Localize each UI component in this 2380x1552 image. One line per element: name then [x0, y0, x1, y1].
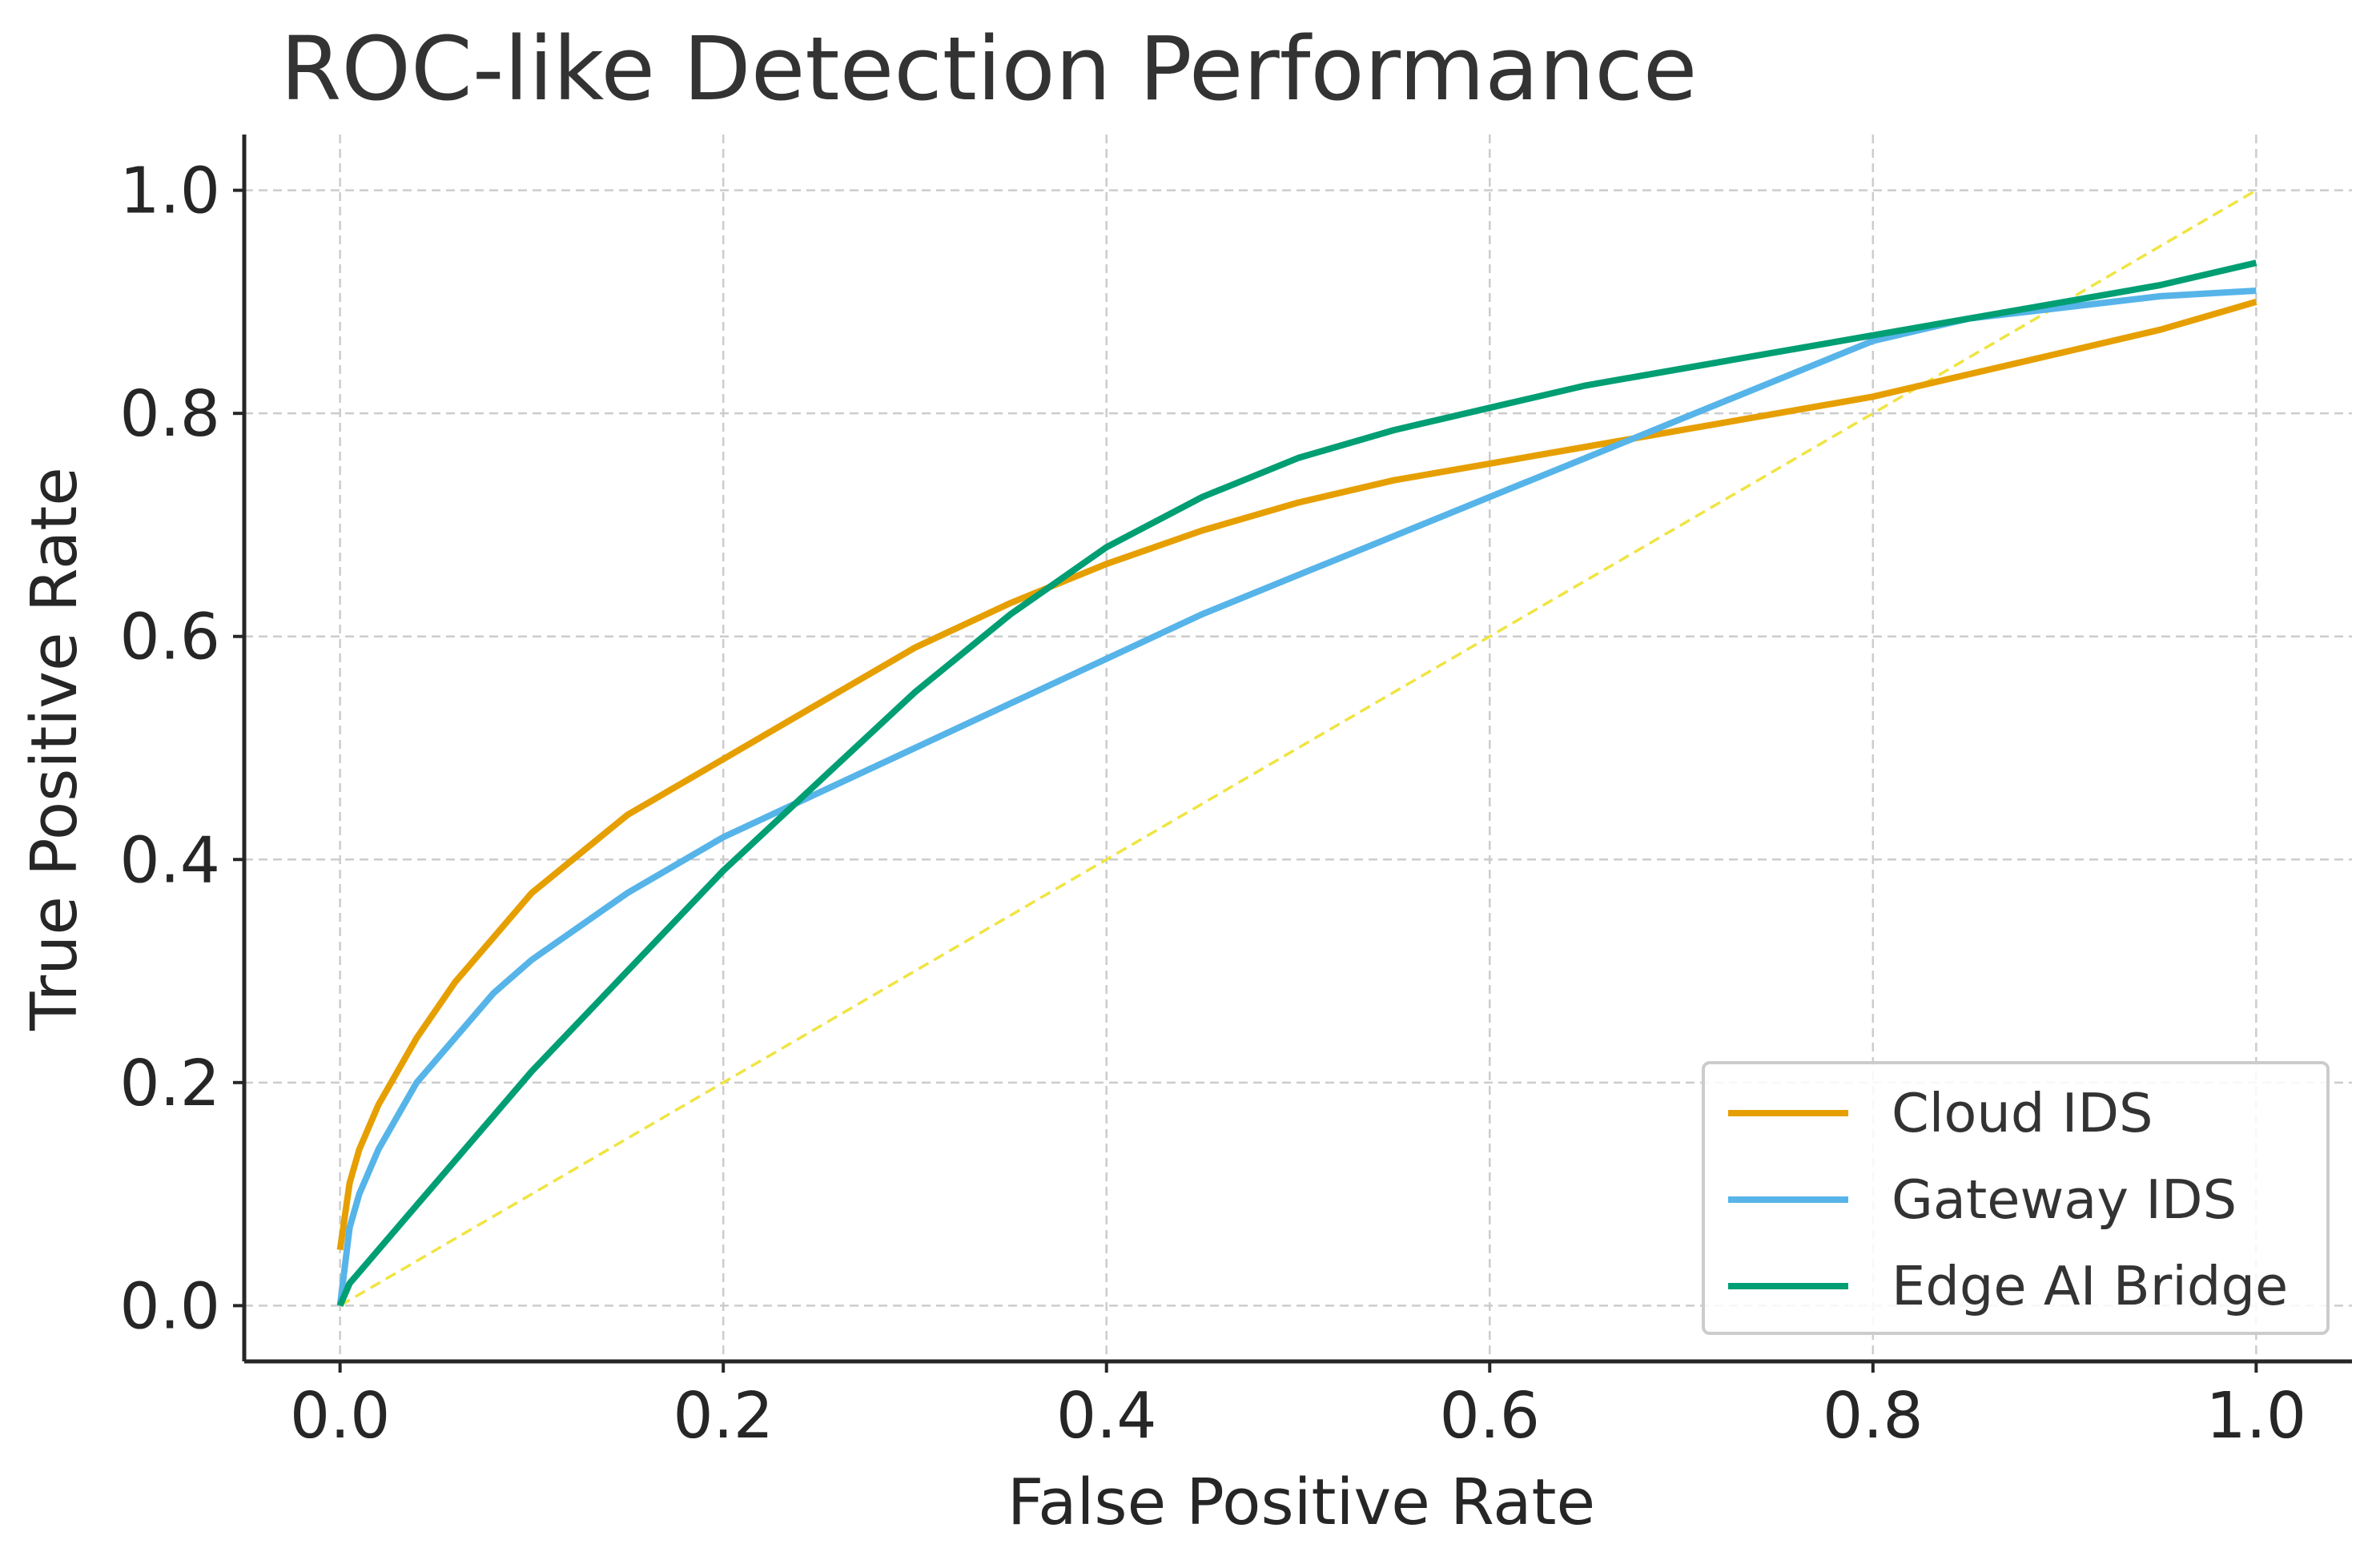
y-tick-label: 0.2 — [119, 1047, 220, 1120]
x-tick-label: 0.6 — [1439, 1379, 1540, 1453]
x-tick-label: 0.0 — [290, 1379, 391, 1453]
chart-title: ROC-like Detection Performance — [280, 18, 1697, 120]
x-axis-label: False Positive Rate — [1007, 1466, 1595, 1539]
y-axis-label: True Positive Rate — [18, 467, 91, 1031]
legend-label-cloud-ids: Cloud IDS — [1892, 1082, 2153, 1144]
y-tick-label: 0.8 — [119, 377, 220, 451]
legend-box — [1702, 1061, 2330, 1335]
y-tick-label: 1.0 — [119, 155, 220, 228]
legend: Cloud IDS Gateway IDS Edge AI Bridge — [1702, 1061, 2330, 1335]
y-tick-label: 0.0 — [119, 1269, 220, 1343]
legend-label-edge-ai-bridge: Edge AI Bridge — [1892, 1255, 2288, 1317]
series-line-edge-ai-bridge — [336, 259, 2257, 1307]
series-lines — [336, 259, 2257, 1307]
x-tick-label: 0.2 — [673, 1379, 774, 1453]
x-tick-label: 0.4 — [1056, 1379, 1157, 1453]
grid — [244, 135, 2352, 1361]
y-tick-label: 0.4 — [119, 823, 220, 897]
legend-label-gateway-ids: Gateway IDS — [1892, 1168, 2237, 1231]
y-tick-labels: 0.0 0.2 0.4 0.6 0.8 1.0 — [119, 155, 220, 1344]
series-line-gateway-ids — [336, 287, 2257, 1306]
axes — [233, 135, 2352, 1373]
x-tick-label: 1.0 — [2206, 1379, 2307, 1453]
x-tick-labels: 0.0 0.2 0.4 0.6 0.8 1.0 — [290, 1379, 2306, 1453]
y-tick-label: 0.6 — [119, 601, 220, 674]
x-tick-label: 0.8 — [1823, 1379, 1924, 1453]
